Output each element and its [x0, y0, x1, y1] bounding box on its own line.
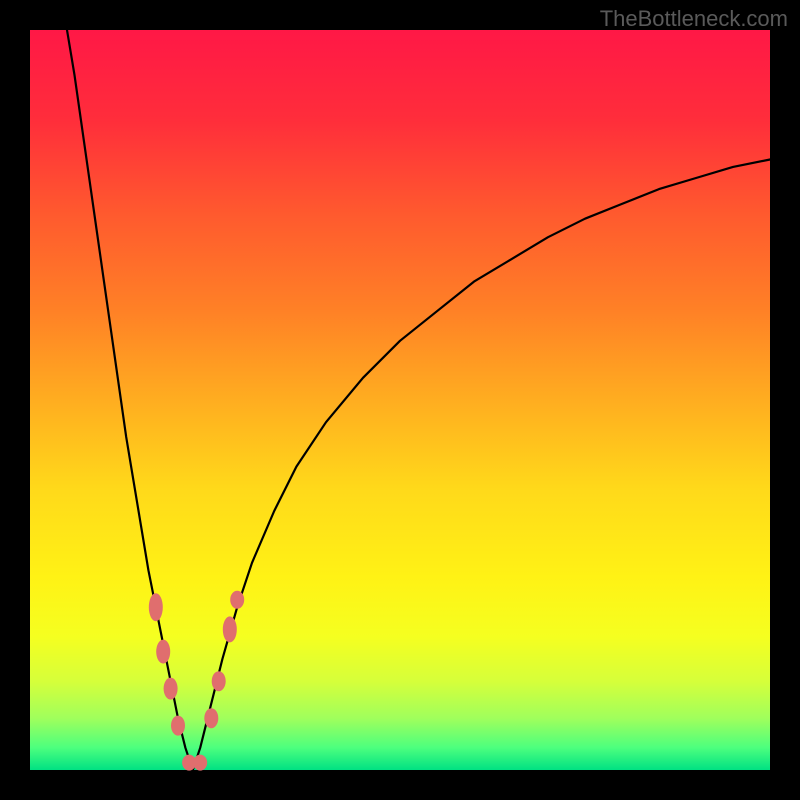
marker-point [164, 678, 178, 700]
bottleneck-chart [0, 0, 800, 800]
marker-point [156, 640, 170, 664]
marker-point [223, 616, 237, 642]
plot-background [30, 30, 770, 770]
chart-container: TheBottleneck.com [0, 0, 800, 800]
marker-point [171, 716, 185, 736]
marker-point [230, 591, 244, 609]
marker-point [212, 671, 226, 691]
watermark-text: TheBottleneck.com [600, 6, 788, 32]
marker-point [193, 755, 207, 771]
marker-point [149, 593, 163, 621]
marker-point [204, 708, 218, 728]
